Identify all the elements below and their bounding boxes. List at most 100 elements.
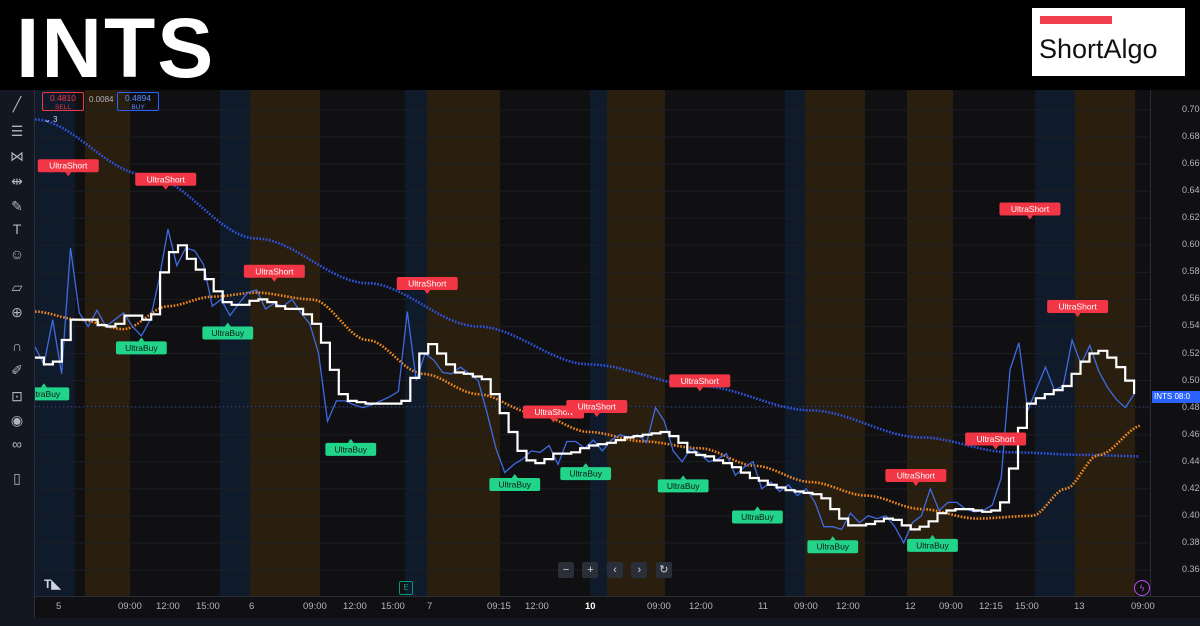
lightning-icon[interactable]: ϟ [1134, 580, 1150, 596]
price-label-symbol: INTS [1154, 392, 1173, 401]
session-band [607, 90, 665, 596]
y-tick-label: 0.680 [1182, 131, 1200, 142]
x-tick-label: 5 [56, 601, 62, 612]
y-tick-label: 0.700 [1182, 104, 1200, 114]
time-axis[interactable] [35, 596, 1200, 619]
zoom-in-button[interactable]: + [582, 562, 599, 578]
ultrabuy-label: UltraBuy [916, 540, 949, 550]
fib-icon[interactable]: ☰ [10, 123, 24, 139]
drawing-toolbar: ╱ ☰ ⋈ ⇹ ✎ T ☺ ▱ ⊕ ∩ ✐ ⊡ ◉ ∞ ▯ [0, 90, 35, 626]
lock-drawing-icon[interactable]: ✐ [11, 362, 23, 378]
pattern-icon[interactable]: ⋈ [10, 148, 24, 164]
ultrashort-label: UltraShort [681, 376, 720, 386]
ultrashort-label-bg [243, 264, 305, 278]
x-tick-label: 15:00 [1015, 601, 1039, 612]
shortalgo-logo: ShortAlgo [1032, 8, 1185, 76]
x-tick-label: 12:00 [689, 601, 713, 612]
y-tick-label: 0.440 [1182, 455, 1200, 466]
x-tick-label: 7 [427, 601, 433, 612]
reset-chart-button[interactable]: ↻ [655, 562, 672, 578]
y-tick-label: 0.640 [1182, 185, 1200, 196]
ultrabuy-pointer [582, 463, 589, 468]
session-band [250, 90, 320, 596]
logo-bar [1040, 16, 1112, 24]
buy-button[interactable]: 0.4894 BUY [117, 92, 159, 111]
indicators-count: 3 [52, 115, 58, 124]
ultrashort-label: UltraShort [534, 407, 573, 417]
measure-icon[interactable]: ⇹ [11, 173, 23, 189]
magnet-icon[interactable]: ∩ [11, 338, 23, 354]
ultrabuy-label: UltraBuy [498, 480, 531, 490]
price-label-value: 08:0 [1174, 392, 1191, 401]
spread-value: 0.0084 [89, 95, 114, 104]
ultrashort-label: UltraShort [897, 471, 936, 481]
x-tick-label: 09:00 [794, 601, 818, 612]
zoom-icon[interactable]: ⊕ [11, 304, 23, 320]
ultrashort-pointer [912, 482, 919, 487]
lock-icon[interactable]: ⊡ [11, 388, 23, 404]
ultrabuy-pointer [224, 322, 231, 327]
sell-price: 0.4810 [50, 93, 76, 103]
ultrabuy-label: UltraBuy [667, 481, 700, 491]
ultrashort-label-bg [135, 172, 197, 186]
sell-button[interactable]: 0.4810 SELL [42, 92, 84, 111]
ultrashort-pointer [65, 172, 72, 177]
y-tick-label: 0.500 [1182, 374, 1200, 385]
ultrabuy-label: UltraBuy [816, 542, 849, 552]
ultrashort-pointer [271, 277, 278, 282]
ultrabuy-pointer [929, 534, 936, 539]
emoji-icon[interactable]: ☺ [9, 246, 25, 262]
text-icon[interactable]: T [12, 221, 22, 237]
ultrabuy-label: UltraBuy [569, 469, 602, 479]
chart-nav-controls: − + ‹ › ↻ [558, 560, 676, 578]
ultrashort-label: UltraShort [1011, 204, 1050, 214]
chart-area[interactable]: UltraShort UltraShort UltraShort UltraShort… [35, 90, 1150, 596]
y-tick-label: 0.520 [1182, 347, 1200, 358]
ultrabuy-label: UltraBuy [35, 389, 61, 399]
zoom-out-button[interactable]: − [558, 562, 574, 578]
eye-icon[interactable]: ◉ [10, 412, 24, 428]
ultrashort-label: UltraShort [977, 434, 1016, 444]
x-tick-label: 09:00 [939, 601, 963, 612]
tradingview-logo-icon[interactable]: T◣ [44, 577, 61, 591]
trendline-icon[interactable]: ╱ [12, 96, 22, 112]
earnings-icon[interactable]: E [399, 581, 413, 595]
ultrashort-pointer [696, 387, 703, 392]
x-tick-label: 09:00 [647, 601, 671, 612]
scroll-right-button[interactable]: › [631, 562, 648, 578]
fast-moving-average [35, 291, 1141, 520]
session-band [220, 90, 250, 596]
brush-icon[interactable]: ✎ [11, 198, 23, 214]
indicators-toggle[interactable]: ⌄ 3 [44, 115, 57, 124]
ultrabuy-label-bg [115, 341, 167, 355]
session-band [427, 90, 500, 596]
price-axis[interactable] [1150, 90, 1200, 596]
ultrashort-label-bg [965, 432, 1027, 446]
ruler-icon[interactable]: ▱ [11, 279, 23, 295]
ultrashort-pointer [1074, 312, 1081, 317]
ultrabuy-label-bg [907, 538, 958, 552]
ultrabuy-pointer [40, 383, 47, 388]
x-tick-label: 13 [1074, 601, 1085, 612]
logo-text: ShortAlgo [1039, 34, 1158, 64]
ultrashort-label: UltraShort [408, 278, 447, 288]
price-chart[interactable]: UltraShort UltraShort UltraShort UltraShort… [35, 90, 1150, 596]
ultrashort-pointer [593, 413, 600, 418]
sell-label: SELL [55, 104, 71, 111]
x-tick-label: 15:00 [196, 601, 220, 612]
trash-icon[interactable]: ▯ [13, 470, 21, 486]
link-icon[interactable]: ∞ [12, 436, 22, 452]
ultrabuy-label-bg [732, 510, 783, 524]
top-banner [0, 0, 1200, 90]
ultrabuy-label-bg [560, 467, 612, 481]
ultrashort-label-bg [37, 159, 99, 173]
y-tick-label: 0.660 [1182, 158, 1200, 169]
ultrashort-label-bg [885, 469, 947, 483]
last-price-label: INTS 08:0 [1152, 391, 1200, 403]
ultrashort-label: UltraShort [147, 174, 186, 184]
slow-moving-average [35, 118, 1140, 458]
ultrabuy-pointer [347, 438, 354, 443]
buy-price: 0.4894 [125, 93, 151, 103]
scroll-left-button[interactable]: ‹ [606, 562, 623, 578]
ultrashort-label: UltraShort [49, 161, 88, 171]
